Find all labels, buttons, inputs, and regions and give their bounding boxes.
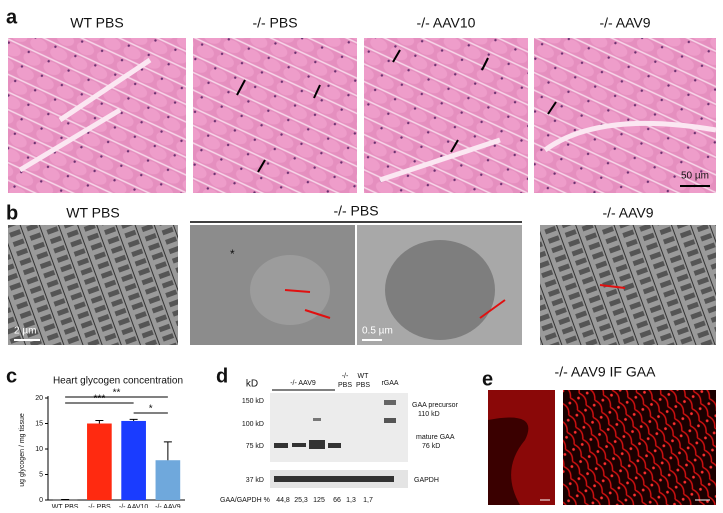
scale-bar-label: 50 µm [681,171,709,182]
significance-label: * [149,404,153,415]
error-bar [163,441,172,461]
scale-bar-label: 0.5 µm [362,326,393,337]
ratio-value: 1,3 [346,497,356,504]
group-label: WT [358,373,370,380]
y-tick-label: 0 [39,497,43,504]
band-label: GAA precursor [412,402,459,409]
y-tick-label: 15 [35,420,43,427]
marker-label: 150 kD [242,398,264,405]
kd-header: kD [246,379,258,390]
significance-label: ** [113,388,121,399]
group-label: -/- [342,373,349,380]
if-images [488,390,716,505]
error-bar [129,418,138,421]
panel-label: d [216,365,228,387]
group-label: PBS [356,382,370,389]
ratio-value: 44,8 [276,497,290,504]
y-tick-label: 20 [35,395,43,402]
scale-bar-label: 2 µm [14,326,36,337]
panel-title: -/- AAV9 [602,205,653,221]
ratio-label: GAA/GAPDH % [220,497,270,504]
x-tick-label: -/- AAV10 [119,504,149,508]
x-tick-label: -/- AAV9 [155,504,181,508]
bar [87,423,112,500]
panel-label: c [6,365,17,387]
y-tick-label: 5 [39,471,43,478]
marker-label: 37 kD [246,477,264,484]
ratio-value: 1,7 [363,497,373,504]
significance-label: *** [94,394,106,405]
chart-title: Heart glycogen concentration [53,376,183,387]
panel-label: a [6,6,18,28]
em-images: * [8,221,716,345]
he-images [8,38,717,193]
panel-title: WT PBS [66,205,119,221]
band-label: GAPDH [414,477,439,484]
marker-label: 100 kD [242,421,264,428]
group-label: rGAA [381,380,398,387]
panel-label: e [482,368,493,390]
bar [155,460,181,500]
panel-label: b [6,202,18,224]
group-label: -/- AAV9 [290,380,316,387]
band-label: mature GAA [416,434,455,441]
x-tick-label: -/- PBS [88,504,111,508]
bar [121,420,146,500]
ratio-value: 25,3 [294,497,308,504]
blot [270,389,408,488]
panel-title: -/- AAV9 [599,15,650,31]
error-bar [95,419,104,424]
band-label: 76 kD [422,443,440,450]
ratios: 44,8 25,3 125 66 1,3 1,7 [276,497,373,504]
panel-title: WT PBS [70,15,123,31]
panel-title: -/- PBS [333,203,378,219]
marker-label: 75 kD [246,443,264,450]
ratio-value: 66 [333,497,341,504]
panel-title: -/- AAV10 [417,15,476,31]
group-label: PBS [338,382,352,389]
x-tick-label: WT PBS [52,504,79,508]
y-axis-label: ug glycogen / mg tissue [19,413,26,487]
bar-chart: c Heart glycogen concentration ug glycog… [6,365,185,511]
panel-title: -/- AAV9 IF GAA [555,364,657,380]
y-tick-label: 10 [35,446,43,453]
ratio-value: 125 [313,497,325,504]
panel-title: -/- PBS [252,15,297,31]
svg-text:*: * [230,247,235,261]
band-label: 110 kD [418,411,440,418]
